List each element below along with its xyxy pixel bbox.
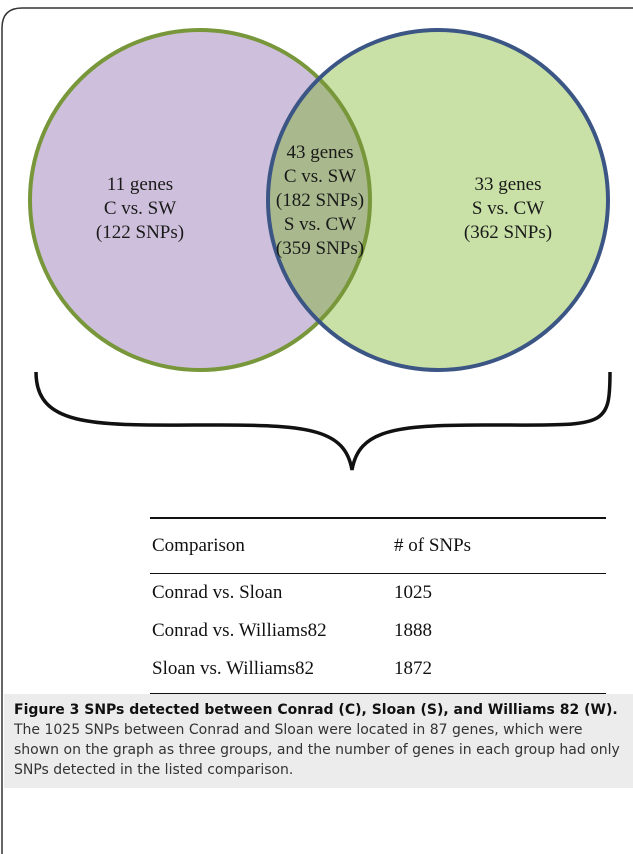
left-outline bbox=[28, 28, 372, 372]
cell: 1888 bbox=[394, 620, 432, 641]
right-outline bbox=[266, 28, 610, 372]
venn-label: 33 genes bbox=[474, 174, 541, 195]
venn-label: 11 genes bbox=[107, 174, 173, 195]
brace bbox=[34, 371, 612, 471]
frame bbox=[1, 7, 633, 854]
header-cell: Comparison bbox=[150, 517, 393, 574]
header-cell: # of SNPs bbox=[393, 517, 606, 574]
venn-label: (122 SNPs) bbox=[96, 222, 184, 243]
venn-label: C vs. SW bbox=[284, 166, 356, 187]
caption-text: The 1025 SNPs between Conrad and Sloan w… bbox=[14, 722, 620, 778]
cell: 1025 bbox=[394, 582, 432, 603]
cell: 1872 bbox=[393, 650, 606, 695]
venn-label: (362 SNPs) bbox=[464, 222, 552, 243]
right-set bbox=[268, 30, 608, 370]
venn-label: S vs. CW bbox=[284, 214, 356, 235]
caption-title: Figure 3 SNPs detected between Conrad (C… bbox=[14, 702, 618, 718]
venn-label: 43 genes bbox=[286, 142, 353, 163]
venn-label: C vs. SW bbox=[104, 198, 176, 219]
cell: Sloan vs. Williams82 bbox=[150, 650, 393, 695]
venn-label: (182 SNPs) bbox=[276, 190, 364, 211]
venn-label: S vs. CW bbox=[472, 198, 544, 219]
left-set bbox=[30, 30, 370, 370]
snp-table: Comparison # of SNPs Conrad vs. Sloan 1025… bbox=[150, 517, 606, 695]
cell: Conrad vs. Williams82 bbox=[152, 620, 327, 641]
cell: Conrad vs. Sloan bbox=[152, 582, 283, 603]
caption: Figure 3 SNPs detected between Conrad (C… bbox=[4, 694, 633, 788]
venn-label: (359 SNPs) bbox=[276, 238, 364, 259]
